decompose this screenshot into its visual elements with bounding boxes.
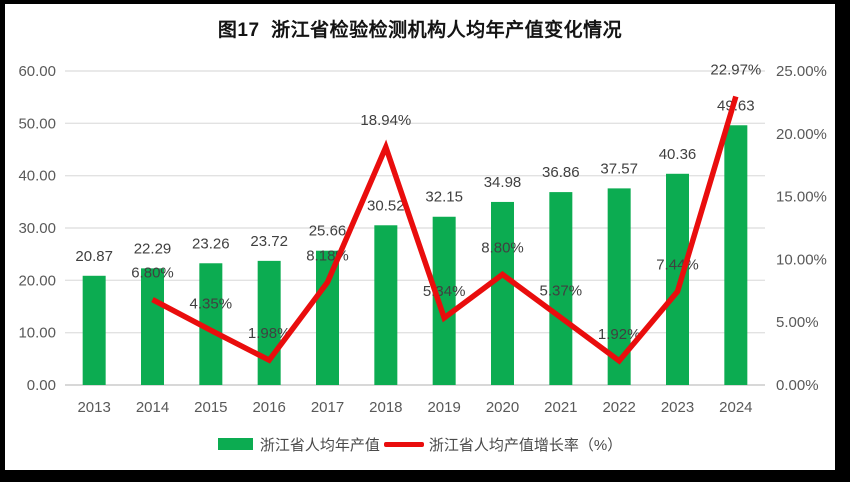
bar-2015 xyxy=(199,263,223,385)
line-label-2022: 1.92% xyxy=(598,326,641,343)
left-axis-tick: 30.00 xyxy=(18,220,56,237)
chart-title: 图17 浙江省检验检测机构人均年产值变化情况 xyxy=(217,20,623,41)
x-axis-label-2016: 2016 xyxy=(252,399,285,416)
legend-label-line-series: 浙江省人均产值增长率（%） xyxy=(428,436,623,454)
bar-series xyxy=(82,125,748,386)
x-axis-label-2020: 2020 xyxy=(486,399,519,416)
bar-2020 xyxy=(491,201,514,385)
line-label-2019: 5.34% xyxy=(423,283,466,300)
bar-2021 xyxy=(549,192,573,385)
x-axis-label-2021: 2021 xyxy=(544,399,577,416)
x-axis-label-2013: 2013 xyxy=(77,399,110,416)
left-axis-tick: 10.00 xyxy=(18,325,56,342)
bar-2017 xyxy=(316,250,339,385)
bar-2013 xyxy=(82,275,106,385)
bar-value-labels: 20.87 22.29 23.26 23.72 25.66 30.52 32.15 34.98… xyxy=(75,97,754,265)
bar-label-2018: 30.52 xyxy=(367,197,405,214)
right-axis-tick: 25.00% xyxy=(776,63,827,80)
right-axis-tick-labels: 0.00% 5.00% 10.00% 15.00% 20.00% 25.00% xyxy=(776,63,827,394)
line-label-2020: 8.80% xyxy=(481,239,524,256)
x-axis-label-2017: 2017 xyxy=(311,399,344,416)
bar-2016 xyxy=(257,260,281,385)
left-axis-tick-labels: 0.00 10.00 20.00 30.00 40.00 50.00 60.00 xyxy=(18,63,56,394)
x-axis-label-2024: 2024 xyxy=(719,399,752,416)
line-label-2021: 5.37% xyxy=(540,283,583,300)
bar-label-2017: 25.66 xyxy=(309,223,347,240)
line-label-2018: 18.94% xyxy=(360,112,411,129)
bar-label-2013: 20.87 xyxy=(75,248,113,265)
line-label-2023: 7.44% xyxy=(656,257,699,274)
bar-label-2019: 32.15 xyxy=(425,189,463,206)
right-axis-tick: 0.00% xyxy=(776,377,819,394)
bar-2014 xyxy=(141,268,164,385)
left-axis-tick: 20.00 xyxy=(18,272,56,289)
bar-label-2015: 23.26 xyxy=(192,235,230,252)
x-axis-label-2018: 2018 xyxy=(369,399,402,416)
bar-label-2014: 22.29 xyxy=(134,240,172,257)
bar-label-2020: 34.98 xyxy=(484,174,522,191)
right-axis-tick: 15.00% xyxy=(776,189,827,206)
chart-legend: 浙江省人均年产值 浙江省人均产值增长率（%） xyxy=(5,433,835,455)
x-axis-label-2015: 2015 xyxy=(194,399,227,416)
bar-2024 xyxy=(724,125,748,386)
right-axis-tick: 20.00% xyxy=(776,126,827,143)
bar-2022 xyxy=(607,188,631,385)
legend-label-bar-series: 浙江省人均年产值 xyxy=(259,436,380,454)
line-label-2015: 4.35% xyxy=(190,295,233,312)
line-label-2014: 6.80% xyxy=(131,265,174,282)
legend-item-line-series: 浙江省人均产值增长率（%） xyxy=(383,434,623,455)
right-axis-tick: 10.00% xyxy=(776,251,827,268)
left-axis-tick: 40.00 xyxy=(18,168,56,185)
bar-label-2022: 37.57 xyxy=(600,160,638,177)
bar-label-2021: 36.86 xyxy=(542,164,580,181)
line-swatch-icon xyxy=(383,441,424,447)
x-axis-label-2023: 2023 xyxy=(661,399,694,416)
line-series xyxy=(151,95,739,365)
left-axis-tick: 60.00 xyxy=(18,63,56,80)
legend-item-bar-series: 浙江省人均年产值 xyxy=(217,434,380,455)
bar-2018 xyxy=(374,225,398,385)
bar-2023 xyxy=(666,173,689,385)
left-axis-tick: 50.00 xyxy=(18,115,56,132)
right-axis-tick: 5.00% xyxy=(776,314,819,331)
x-axis-label-2022: 2022 xyxy=(602,399,635,416)
bar-2019 xyxy=(432,216,456,385)
line-label-2024: 22.97% xyxy=(710,61,761,78)
bar-swatch-icon xyxy=(217,438,253,450)
left-axis-tick: 0.00 xyxy=(27,377,56,394)
x-axis-label-2014: 2014 xyxy=(136,399,169,416)
bar-label-2016: 23.72 xyxy=(250,233,288,250)
line-label-2016: 1.98% xyxy=(248,325,291,342)
x-axis-label-2019: 2019 xyxy=(427,399,460,416)
x-axis-labels: 2013 2014 2015 2016 2017 2018 2019 2020 2021 2022… xyxy=(77,399,752,416)
bar-label-2023: 40.36 xyxy=(659,146,697,163)
